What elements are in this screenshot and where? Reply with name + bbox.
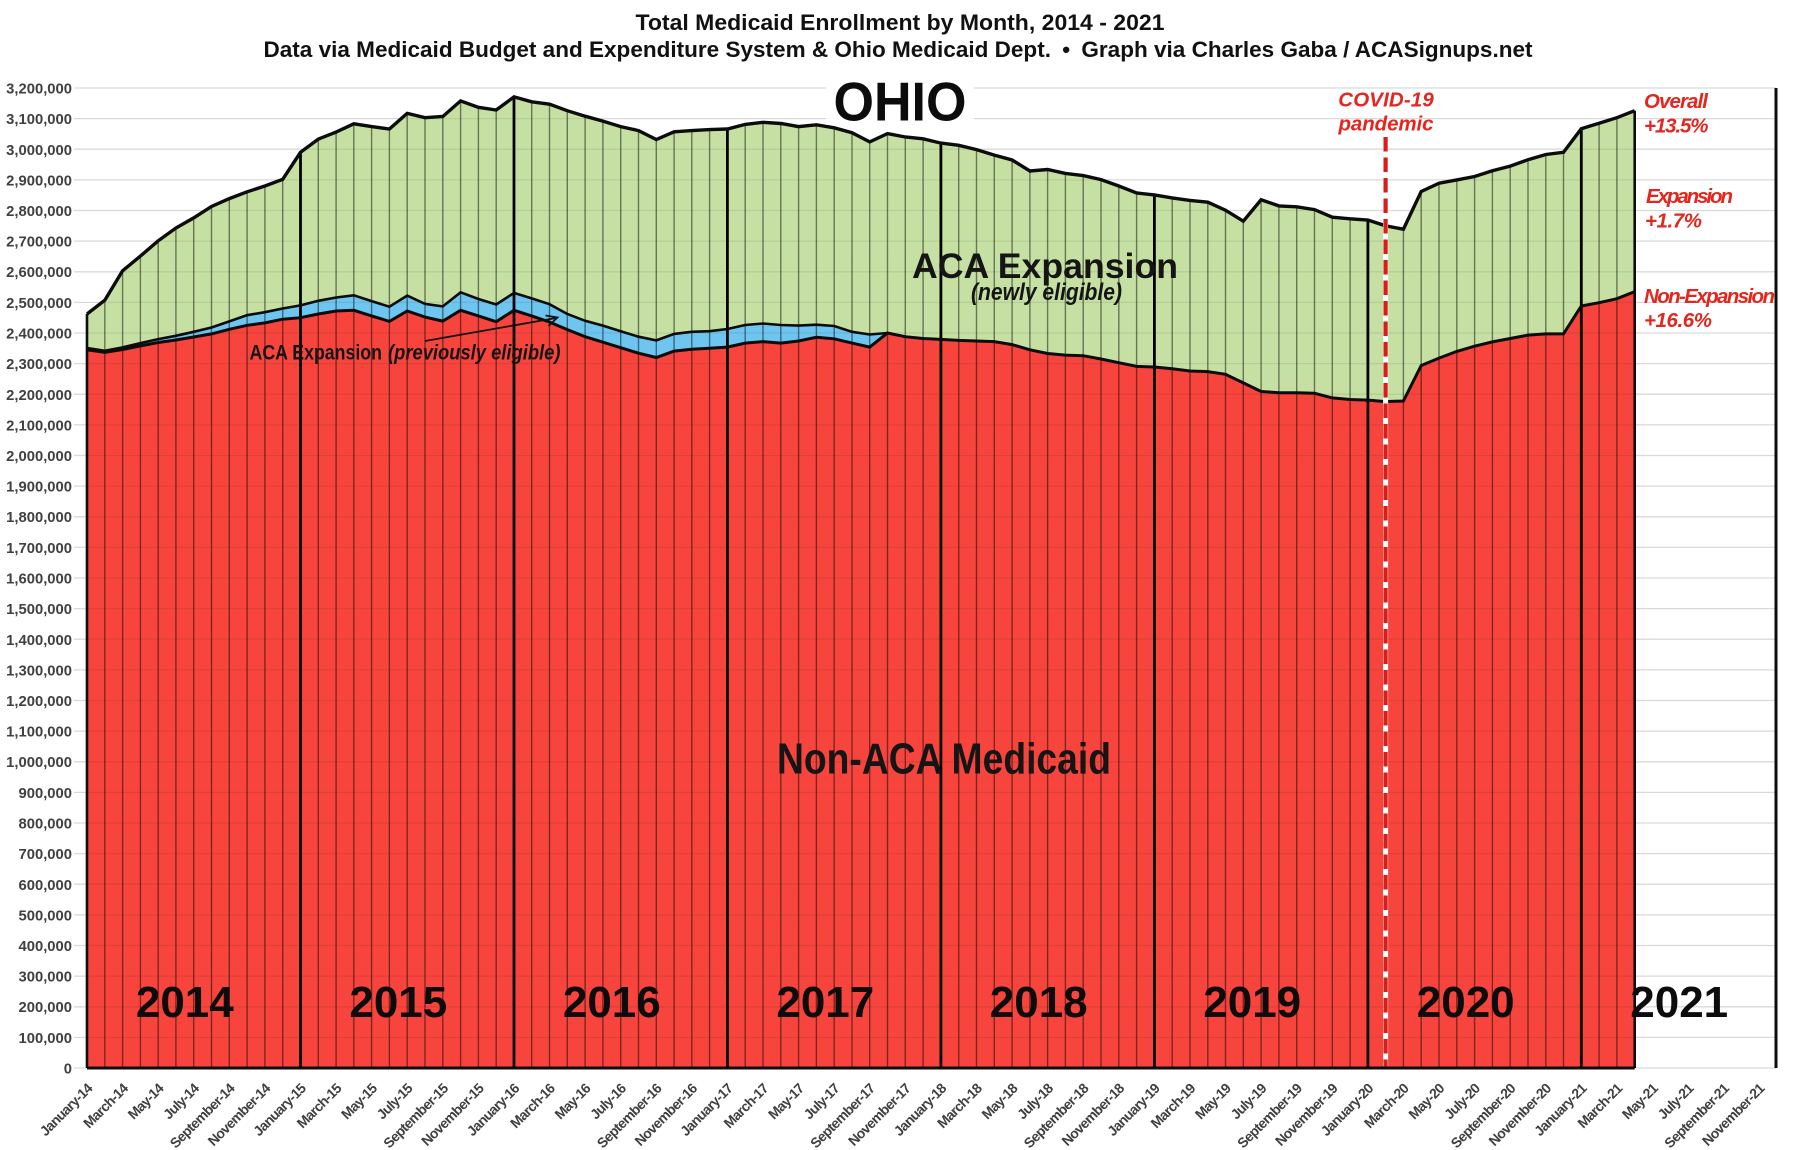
svg-text:2,200,000: 2,200,000 [6,388,72,404]
svg-text:2014: 2014 [136,978,234,1027]
svg-text:+13.5%: +13.5% [1644,115,1709,138]
svg-text:2,400,000: 2,400,000 [6,327,72,343]
svg-text:ACA Expansion: ACA Expansion [250,341,383,365]
svg-text:(previously eligible): (previously eligible) [388,341,561,365]
svg-text:0: 0 [64,1062,72,1078]
svg-text:(newly eligible): (newly eligible) [971,279,1122,306]
svg-text:2016: 2016 [563,978,661,1027]
svg-text:2018: 2018 [990,978,1088,1027]
svg-text:100,000: 100,000 [19,1031,73,1047]
svg-text:2,900,000: 2,900,000 [6,173,72,189]
svg-text:900,000: 900,000 [19,786,73,802]
svg-text:Non-Expansion: Non-Expansion [1644,285,1775,308]
svg-text:Data via Medicaid Budget and E: Data via Medicaid Budget and Expenditure… [264,37,1534,62]
svg-text:Total Medicaid Enrollment by M: Total Medicaid Enrollment by Month, 2014… [636,10,1165,35]
svg-text:600,000: 600,000 [19,878,73,894]
svg-text:2,300,000: 2,300,000 [6,357,72,373]
svg-text:+16.6%: +16.6% [1644,309,1712,332]
svg-text:2019: 2019 [1203,978,1301,1027]
svg-text:2,700,000: 2,700,000 [6,235,72,251]
svg-text:2,100,000: 2,100,000 [6,418,72,434]
svg-text:1,300,000: 1,300,000 [6,663,72,679]
svg-text:400,000: 400,000 [19,939,73,955]
svg-text:COVID-19: COVID-19 [1338,89,1434,112]
svg-text:1,500,000: 1,500,000 [6,602,72,618]
svg-text:800,000: 800,000 [19,817,73,833]
svg-text:OHIO: OHIO [834,71,967,133]
svg-text:1,400,000: 1,400,000 [6,633,72,649]
svg-text:700,000: 700,000 [19,847,73,863]
svg-text:300,000: 300,000 [19,970,73,986]
svg-text:2021: 2021 [1630,978,1728,1027]
svg-text:Non-ACA Medicaid: Non-ACA Medicaid [777,735,1111,784]
svg-text:ACA Expansion: ACA Expansion [912,247,1178,286]
svg-text:3,100,000: 3,100,000 [6,112,72,128]
svg-text:1,200,000: 1,200,000 [6,694,72,710]
svg-text:2,500,000: 2,500,000 [6,296,72,312]
svg-text:1,900,000: 1,900,000 [6,480,72,496]
svg-text:2017: 2017 [776,978,874,1027]
svg-text:200,000: 200,000 [19,1000,73,1016]
svg-text:500,000: 500,000 [19,908,73,924]
svg-text:pandemic: pandemic [1338,113,1435,136]
svg-text:2,600,000: 2,600,000 [6,265,72,281]
svg-text:+1.7%: +1.7% [1645,210,1702,233]
svg-text:1,600,000: 1,600,000 [6,572,72,588]
svg-text:2020: 2020 [1417,978,1515,1027]
svg-text:2015: 2015 [349,978,447,1027]
svg-text:2,800,000: 2,800,000 [6,204,72,220]
svg-text:1,000,000: 1,000,000 [6,755,72,771]
svg-text:1,100,000: 1,100,000 [6,725,72,741]
svg-text:2,000,000: 2,000,000 [6,449,72,465]
svg-text:3,000,000: 3,000,000 [6,143,72,159]
svg-text:Overall: Overall [1644,90,1709,113]
svg-text:1,700,000: 1,700,000 [6,541,72,557]
svg-text:Expansion: Expansion [1646,185,1733,208]
svg-text:1,800,000: 1,800,000 [6,510,72,526]
svg-text:3,200,000: 3,200,000 [6,82,72,98]
